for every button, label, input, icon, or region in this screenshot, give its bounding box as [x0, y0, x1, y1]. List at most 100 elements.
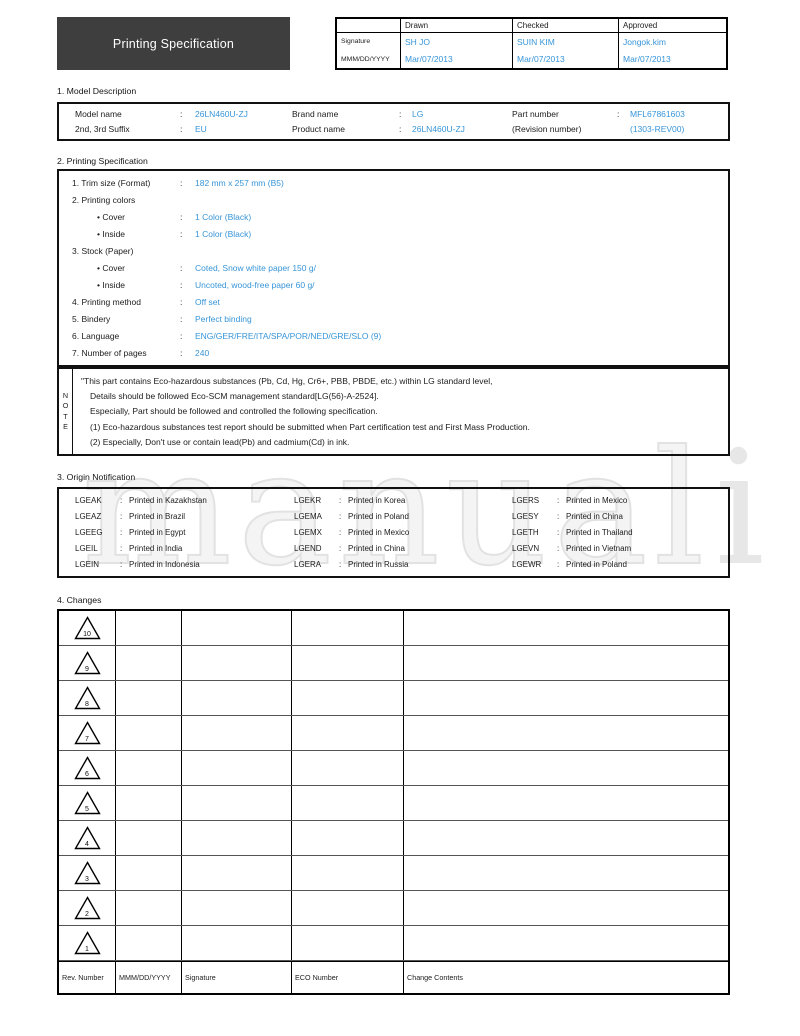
suffix-value: EU: [195, 124, 207, 135]
spec-item-printing-method: 4. Printing method: Off set: [59, 297, 728, 307]
signature-cell: [182, 646, 292, 680]
rev-number: 1: [85, 946, 89, 953]
colon: :: [180, 313, 183, 324]
colon: :: [120, 544, 123, 554]
origin-entry: LGEAZ: Printed in Brazil: [75, 512, 294, 521]
colon: :: [120, 495, 123, 505]
watermark-tail: i: [714, 417, 771, 601]
revision-number-label: (Revision number): [512, 124, 582, 135]
signature-cell: [182, 611, 292, 645]
note-line-2: Details should be followed Eco-SCM manag…: [90, 391, 379, 402]
origin-section-heading: 3. Origin Notification: [57, 472, 136, 482]
origin-code: LGEMX: [294, 527, 323, 537]
spec-value: 1 Color (Black): [195, 229, 252, 240]
spec-value: Uncoted, wood-free paper 60 g/: [195, 279, 315, 290]
origin-value: Printed in Korea: [348, 495, 406, 505]
origin-table: LGEAK: Printed in Kazakhstan LGEKR: Printe…: [57, 487, 730, 578]
rev-number: 9: [85, 666, 89, 673]
model-table: Model name:26LN460U-ZJ Brand name: LG Par…: [57, 102, 730, 141]
origin-entry: LGEIL: Printed in India: [75, 544, 294, 553]
origin-entry: LGEWR: Printed in Poland: [512, 560, 728, 569]
rev-cell: 7: [59, 716, 116, 750]
origin-code: LGEEG: [75, 527, 103, 537]
change-contents-cell: [404, 856, 728, 890]
origin-entry: LGERS: Printed in Mexico: [512, 496, 728, 505]
colon: :: [180, 212, 183, 223]
model-row-1: Model name: 26LN460U-ZJ Brand name: LG Par…: [59, 109, 728, 119]
eco-number-cell: [292, 786, 404, 820]
origin-value: Printed in China: [566, 511, 623, 521]
colon: :: [180, 296, 183, 307]
change-contents-cell: [404, 611, 728, 645]
model-name-value: 26LN460U-ZJ: [195, 108, 248, 119]
colon: :: [557, 527, 560, 537]
date-drawn: Mar/07/2013: [400, 50, 512, 68]
spec-value: 240: [195, 347, 210, 358]
spec-value: Coted, Snow white paper 150 g/: [195, 262, 316, 273]
rev-number: 5: [85, 806, 89, 813]
change-contents-cell: [404, 821, 728, 855]
title-box: Printing Specification: [57, 17, 290, 70]
origin-row: LGEAZ: Printed in Brazil LGEMA: Printed in…: [59, 512, 728, 521]
approval-header-drawn: Drawn: [400, 19, 512, 33]
spec-label: • Inside: [97, 229, 126, 240]
spec-label: 4. Printing method: [72, 296, 141, 307]
revision-triangle-icon: 10: [73, 616, 101, 640]
rev-cell: 1: [59, 926, 116, 960]
origin-value: Printed in China: [348, 544, 405, 554]
origin-entry: LGEKR: Printed in Korea: [294, 496, 512, 505]
spec-value: 1 Color (Black): [195, 212, 252, 223]
spec-item-printing-colors: 2. Printing colors: [59, 195, 728, 205]
eco-number-cell: [292, 821, 404, 855]
date-cell: [116, 681, 182, 715]
signature-cell: [182, 681, 292, 715]
origin-code: LGEAZ: [75, 511, 102, 521]
revision-triangle-icon: 5: [73, 791, 101, 815]
origin-entry: LGEIN: Printed in Indonesia: [75, 560, 294, 569]
revision-triangle-icon: 8: [73, 686, 101, 710]
origin-code: LGEND: [294, 544, 322, 554]
note-line-4: (1) Eco-hazardous substances test report…: [90, 421, 530, 432]
rev-number: 8: [85, 701, 89, 708]
signature-cell: [182, 856, 292, 890]
note-box: N O T E "This part contains Eco-hazardou…: [57, 367, 730, 456]
signature-checked: SUIN KIM: [512, 33, 618, 50]
note-letter: E: [63, 422, 68, 431]
eco-number-cell: [292, 751, 404, 785]
part-number-label: Part number: [512, 108, 559, 119]
date-cell: [116, 751, 182, 785]
rev-cell: 5: [59, 786, 116, 820]
approval-header-approved: Approved: [618, 19, 726, 33]
date-checked: Mar/07/2013: [512, 50, 618, 68]
page-title: Printing Specification: [112, 36, 235, 51]
signature-approved: Jongok.kim: [618, 33, 726, 50]
signature-cell: [182, 821, 292, 855]
footer-eco-number: ECO Number: [292, 962, 404, 993]
change-row: 6: [59, 751, 728, 786]
origin-code: LGEIL: [75, 544, 98, 554]
brand-name-value: LG: [412, 108, 424, 119]
change-row: 10: [59, 611, 728, 646]
origin-code: LGEWR: [512, 560, 542, 570]
spec-item-colors-inside: • Inside: 1 Color (Black): [59, 229, 728, 239]
colon: :: [399, 124, 402, 135]
approval-corner-cell: [337, 19, 400, 33]
spec-value: ENG/GER/FRE/ITA/SPA/POR/NED/GRE/SLO (9): [195, 330, 382, 341]
origin-code: LGERA: [294, 560, 322, 570]
signature-drawn: SH JO: [400, 33, 512, 50]
change-row: 1: [59, 926, 728, 961]
spec-item-stock-inside: • Inside: Uncoted, wood-free paper 60 g/: [59, 280, 728, 290]
rev-number: 10: [83, 631, 91, 638]
origin-value: Printed in Indonesia: [129, 560, 200, 570]
approval-table: Drawn Checked Approved Signature SH JO S…: [335, 17, 728, 70]
origin-value: Printed in India: [129, 544, 183, 554]
origin-entry: LGESY: Printed in China: [512, 512, 728, 521]
part-number-value: MFL67861603: [630, 108, 685, 119]
change-contents-cell: [404, 681, 728, 715]
date-cell: [116, 611, 182, 645]
colon: :: [557, 511, 560, 521]
date-cell: [116, 821, 182, 855]
spec-label: 6. Language: [72, 330, 120, 341]
change-row: 4: [59, 821, 728, 856]
